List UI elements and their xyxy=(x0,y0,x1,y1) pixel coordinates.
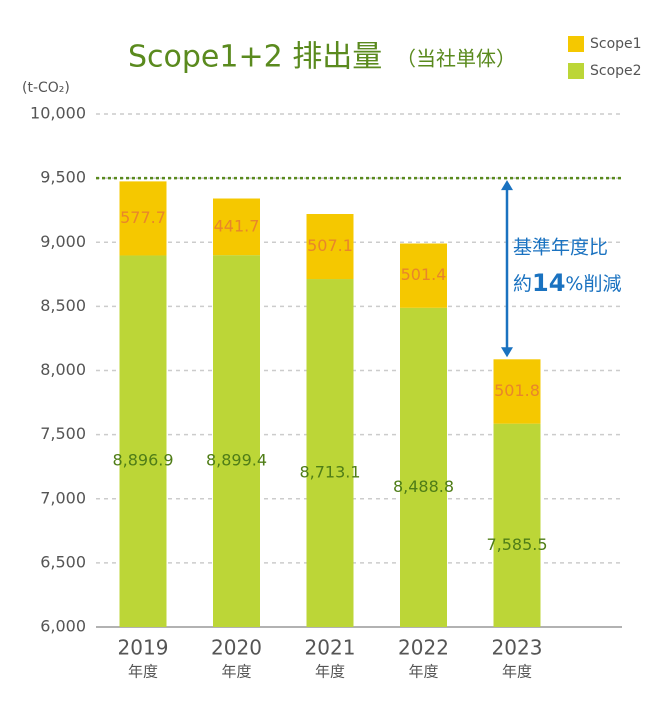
y-tick-label: 6,500 xyxy=(40,552,86,571)
bar-segment xyxy=(119,255,167,627)
chart-subtitle: （当社単体） xyxy=(396,47,516,71)
bar-segment xyxy=(119,181,167,256)
chart-title: Scope1+2 排出量 xyxy=(128,40,382,75)
y-tick-label: 6,000 xyxy=(40,617,86,636)
arrow-head xyxy=(501,180,513,191)
x-tick-label: 2019 xyxy=(118,636,169,660)
y-tick-label: 8,500 xyxy=(40,296,86,315)
y-axis-label: (t-CO₂) xyxy=(22,80,70,96)
value-label: 507.1 xyxy=(307,236,353,255)
value-label: 577.7 xyxy=(120,208,166,227)
legend-swatch xyxy=(568,63,584,79)
bar-segment xyxy=(213,198,260,256)
x-tick-sublabel: 年度 xyxy=(408,663,438,681)
bar-segment xyxy=(493,359,541,424)
x-tick-sublabel: 年度 xyxy=(502,663,532,681)
bar-segment xyxy=(400,243,447,308)
value-label: 441.7 xyxy=(214,216,260,235)
x-tick-label: 2023 xyxy=(492,636,543,660)
bar-segment xyxy=(306,279,354,627)
annotation: 基準年度比 xyxy=(513,237,608,259)
value-label: 7,585.5 xyxy=(486,535,547,554)
x-tick-label: 2022 xyxy=(398,636,449,660)
x-tick-label: 2020 xyxy=(211,636,262,660)
bar-segment xyxy=(493,423,541,627)
annotation-percent: 14 xyxy=(532,269,565,297)
value-label: 501.8 xyxy=(494,381,540,400)
legend-label: Scope2 xyxy=(590,63,642,79)
annotation-prefix: 約 xyxy=(513,273,532,295)
arrow-head xyxy=(501,347,513,358)
value-label: 8,899.4 xyxy=(206,451,267,470)
x-tick-sublabel: 年度 xyxy=(128,663,158,681)
annotation-suffix: %削減 xyxy=(565,273,621,295)
y-tick-label: 7,500 xyxy=(40,424,86,443)
value-label: 8,488.8 xyxy=(393,477,454,496)
bar-segment xyxy=(213,255,260,627)
y-tick-label: 9,000 xyxy=(40,232,86,251)
legend-swatch xyxy=(568,36,584,52)
x-tick-sublabel: 年度 xyxy=(221,663,251,681)
y-tick-label: 10,000 xyxy=(30,104,86,123)
value-label: 501.4 xyxy=(401,265,447,284)
value-label: 8,896.9 xyxy=(112,451,173,470)
y-tick-label: 9,500 xyxy=(40,168,86,187)
y-tick-label: 7,000 xyxy=(40,488,86,507)
x-tick-label: 2021 xyxy=(305,636,356,660)
bar-segment xyxy=(400,307,447,627)
y-tick-label: 8,000 xyxy=(40,360,86,379)
x-tick-sublabel: 年度 xyxy=(315,663,345,681)
value-label: 8,713.1 xyxy=(299,463,360,482)
bar-segment xyxy=(306,214,354,280)
annotation: 約14%削減 xyxy=(513,269,621,297)
legend-label: Scope1 xyxy=(590,36,642,52)
